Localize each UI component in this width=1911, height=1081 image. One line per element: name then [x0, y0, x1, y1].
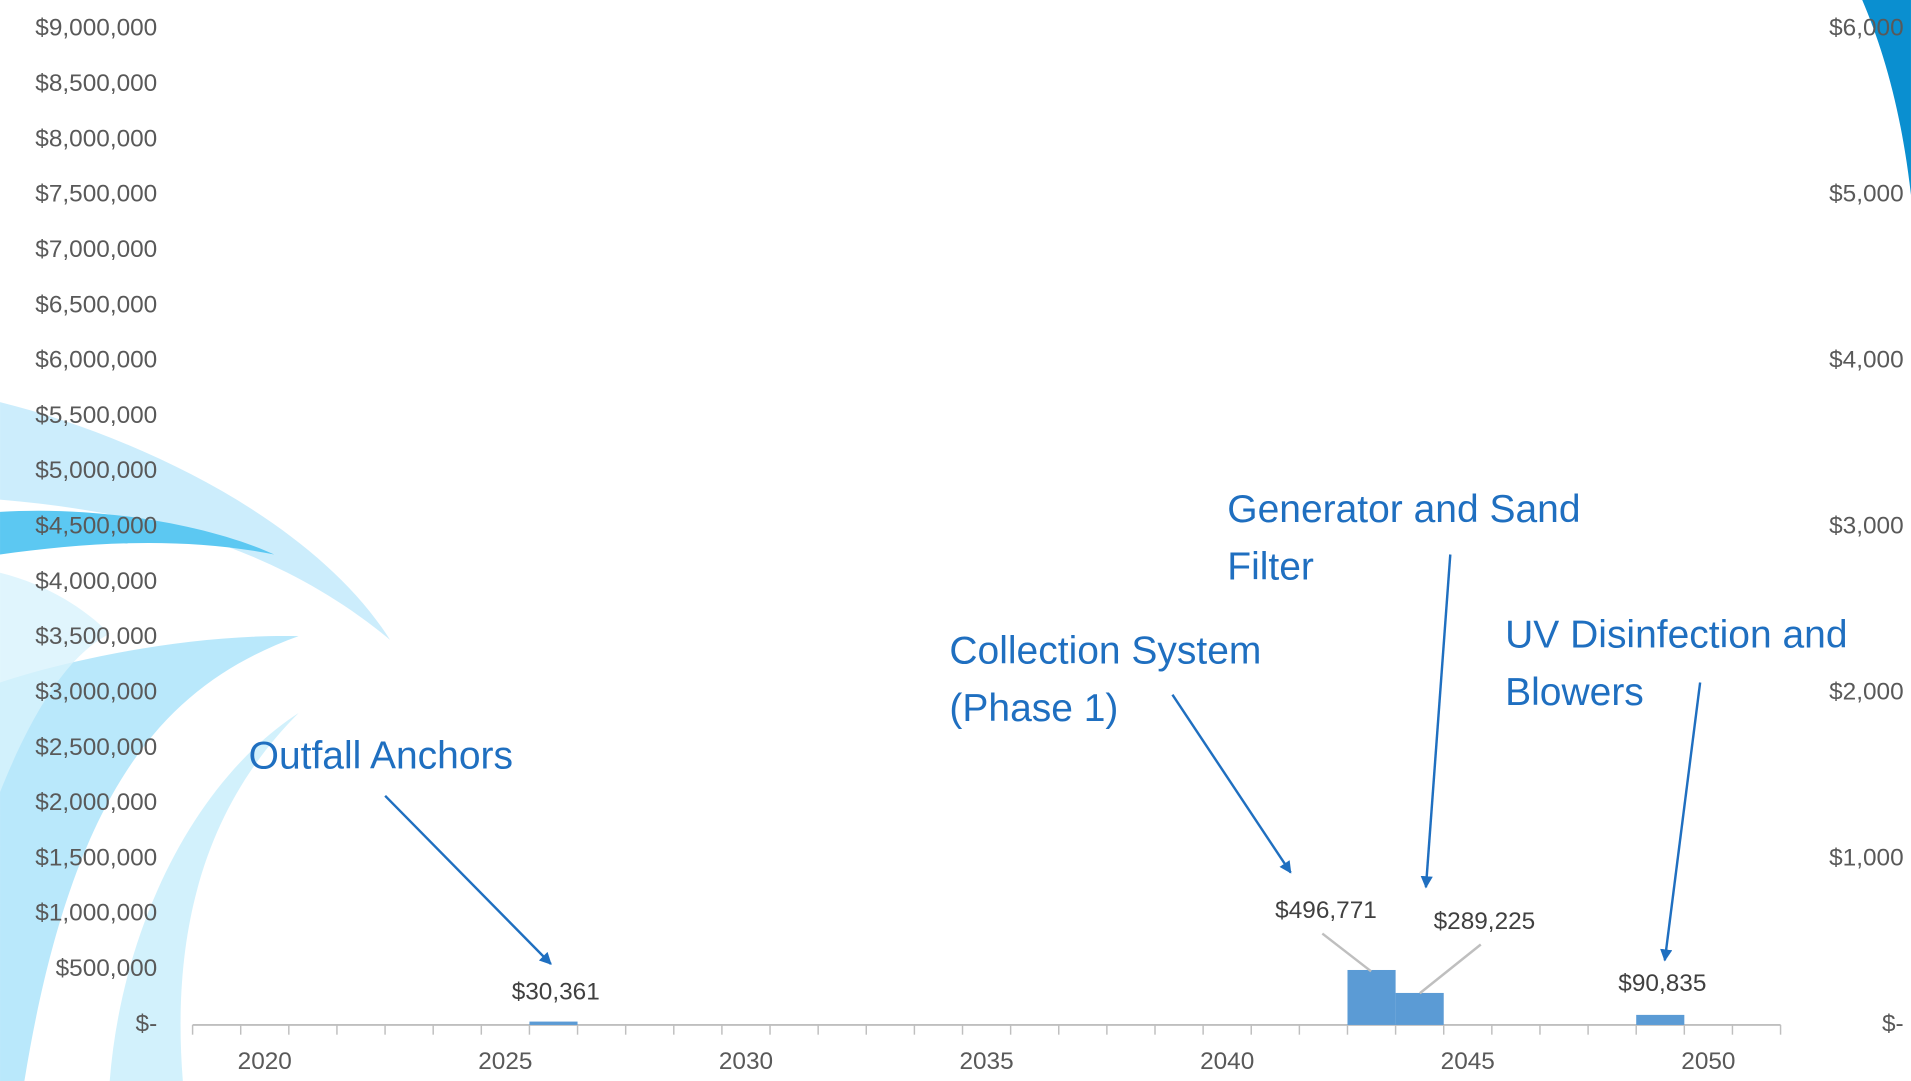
y-tick-label: $4,500,000: [35, 513, 157, 540]
y-tick-label: $6,000,000: [35, 347, 157, 374]
y-tick-label: $7,500,000: [35, 181, 157, 208]
y-tick-label: $3,000,000: [35, 678, 157, 705]
x-tick-label: 2025: [478, 1048, 532, 1075]
y-tick-label: $2,500,000: [35, 734, 157, 761]
x-tick-label: 2045: [1441, 1048, 1495, 1075]
y-tick-label: $500,000: [56, 955, 158, 982]
x-tick-label: 2035: [959, 1048, 1013, 1075]
y-tick-label: $3,500,000: [35, 623, 157, 650]
leader-line: [1321, 932, 1372, 973]
x-tick-label: 2030: [719, 1048, 773, 1075]
y-tick-label: $8,500,000: [35, 70, 157, 97]
y-tick-label: $7,000,000: [35, 236, 157, 263]
annotation: Collection System: [949, 630, 1261, 673]
annotation-arrow: [384, 794, 552, 965]
data-label: $90,835: [1618, 970, 1706, 997]
bar: [1395, 992, 1444, 1025]
bar: [1636, 1014, 1685, 1025]
plot: $- $500,000 $1,000,000 $1,500,000 $2,000,000…: [35, 15, 1903, 1075]
data-label: $30,361: [512, 979, 600, 1006]
y-tick-label: $1,000,000: [35, 900, 157, 927]
annotation: Blowers: [1505, 671, 1644, 714]
y2-tick-label: $4,000: [1829, 347, 1904, 374]
y-tick-label: $4,000,000: [35, 568, 157, 595]
y-tick-label: $-: [136, 1010, 158, 1037]
annotation: Filter: [1227, 545, 1314, 588]
x-tick-label: 2050: [1681, 1048, 1735, 1075]
bar: [529, 1021, 578, 1025]
annotation: UV Disinfection and: [1505, 614, 1847, 657]
y2-tick-label: $2,000: [1829, 678, 1904, 705]
x-tick-label: 2040: [1200, 1048, 1254, 1075]
annotation: (Phase 1): [949, 687, 1118, 730]
annotation-arrow: [1420, 554, 1452, 889]
y-tick-label: $5,000,000: [35, 457, 157, 484]
y-tick-label: $6,500,000: [35, 291, 157, 318]
annotation-arrow: [1660, 682, 1702, 962]
annotation: Outfall Anchors: [249, 734, 513, 777]
y2-tick-label: $6,000: [1829, 15, 1904, 42]
data-label: $496,771: [1275, 897, 1377, 924]
data-label: $289,225: [1434, 908, 1536, 935]
annotation: Generator and Sand: [1227, 488, 1580, 531]
annotation-arrow: [1171, 693, 1292, 874]
y-tick-label: $9,000,000: [35, 15, 157, 42]
y2-tick-label: $5,000: [1829, 181, 1904, 208]
leader-line: [1419, 943, 1482, 995]
y-tick-label: $8,000,000: [35, 125, 157, 152]
y-tick-label: $5,500,000: [35, 402, 157, 429]
x-tick-label: 2020: [238, 1048, 292, 1075]
y2-tick-label: $3,000: [1829, 513, 1904, 540]
y-tick-label: $2,000,000: [35, 789, 157, 816]
bar: [1347, 969, 1396, 1025]
y2-tick-label: $1,000: [1829, 844, 1904, 871]
y-tick-label: $1,500,000: [35, 844, 157, 871]
y2-tick-label: $-: [1882, 1010, 1904, 1037]
